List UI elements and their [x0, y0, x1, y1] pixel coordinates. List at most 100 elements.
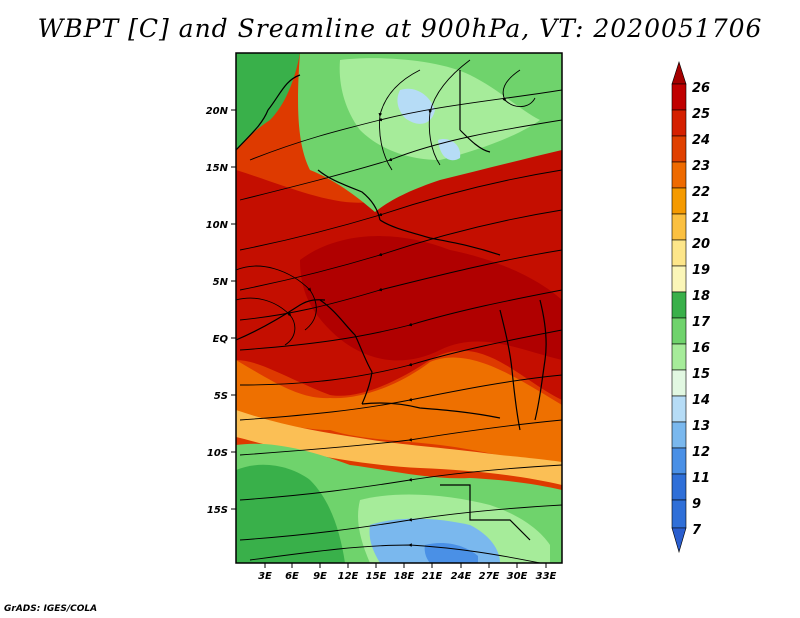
streamline	[428, 59, 471, 166]
lon-label-24e: 24E	[451, 571, 472, 582]
streamline	[502, 69, 536, 107]
colorbar-label: 26	[692, 81, 710, 96]
colorbar-top-arrow	[671, 61, 687, 85]
colorbar-segment-21	[671, 187, 687, 215]
map-frame	[235, 52, 563, 564]
streamline	[239, 209, 562, 291]
colorbar-label: 7	[692, 523, 702, 538]
field-north-17	[236, 53, 300, 150]
field-22-23	[236, 357, 562, 470]
colorbar-segment-18	[671, 265, 687, 293]
field-north-13b	[438, 139, 461, 161]
colorbar-segments	[671, 61, 687, 554]
streamline	[239, 464, 562, 501]
lat-label-5n: 5N	[213, 277, 229, 288]
lat-label-20n: 20N	[206, 106, 229, 117]
colorbar-label: 11	[692, 471, 710, 486]
lat-label-10n: 10N	[206, 220, 229, 231]
lon-label-30e: 30E	[507, 571, 528, 582]
border-southern	[440, 484, 531, 541]
field-19-21	[236, 410, 562, 485]
field-south-11	[424, 543, 478, 563]
colorbar-label: 23	[692, 159, 710, 174]
colorbar-label: 20	[692, 237, 710, 252]
streamline	[378, 69, 421, 171]
colorbar-label: 15	[692, 367, 710, 382]
colorbar-label: 9	[692, 497, 701, 512]
colorbar-segment-12	[671, 421, 687, 449]
latitude-axis: 20N 15N 10N 5N EQ 5S 10S 15S	[206, 106, 236, 516]
colorbar-label: 18	[692, 289, 710, 304]
colorbar-segment-9	[671, 473, 687, 501]
lon-label-3e: 3E	[258, 571, 272, 582]
colorbar-label: 12	[692, 445, 710, 460]
lat-label-15s: 15S	[207, 505, 228, 516]
colorbar-segment-15	[671, 343, 687, 371]
colorbar-segment-13	[671, 395, 687, 423]
colorbar: 26 25 24 23 22 21 20 19 18 17 16 15 14 1…	[671, 61, 711, 554]
streamline	[249, 543, 541, 563]
colorbar-label: 25	[692, 107, 710, 122]
lon-label-15e: 15E	[366, 571, 387, 582]
border-libya-egypt	[459, 70, 491, 153]
lon-label-33e: 33E	[536, 571, 557, 582]
colorbar-segment-19	[671, 239, 687, 267]
field-north-13	[397, 88, 435, 124]
colorbar-label: 22	[692, 185, 710, 200]
grads-credit: GrADS: IGES/COLA	[4, 604, 98, 614]
field-north-15	[339, 58, 540, 160]
border-congo	[319, 299, 373, 405]
colorbar-label: 21	[692, 211, 710, 226]
colorbar-segment-20	[671, 213, 687, 241]
streamline	[239, 504, 562, 541]
streamline	[239, 419, 562, 456]
colorbar-label: 19	[692, 263, 710, 278]
border-angola-drc	[361, 402, 501, 419]
streamline	[239, 374, 562, 421]
colorbar-segment-24	[671, 109, 687, 137]
colorbar-segment-17	[671, 291, 687, 319]
map-title: WBPT [C] and Sreamline at 900hPa, VT: 20…	[37, 14, 763, 43]
colorbar-bottom-arrow	[671, 527, 687, 554]
field-25-26	[300, 236, 562, 361]
country-borders	[236, 70, 547, 541]
lon-label-27e: 27E	[479, 571, 500, 582]
colorbar-segment-25	[671, 83, 687, 111]
colorbar-segment-11	[671, 447, 687, 475]
colorbar-segment-16	[671, 317, 687, 345]
colorbar-label: 13	[692, 419, 710, 434]
lon-label-9e: 9E	[313, 571, 327, 582]
coastline-east	[534, 299, 547, 421]
colorbar-labels: 26 25 24 23 22 21 20 19 18 17 16 15 14 1…	[692, 81, 711, 538]
lon-label-18e: 18E	[394, 571, 415, 582]
wbpt-field	[236, 53, 562, 563]
colorbar-segment-23	[671, 135, 687, 163]
lat-label-eq: EQ	[213, 334, 229, 345]
border-rift-lakes	[499, 309, 521, 431]
lon-label-6e: 6E	[285, 571, 299, 582]
lat-label-10s: 10S	[207, 448, 228, 459]
streamlines	[236, 59, 562, 563]
lat-label-5s: 5S	[214, 391, 228, 402]
colorbar-segment-22	[671, 161, 687, 189]
lon-label-12e: 12E	[338, 571, 359, 582]
streamline	[236, 297, 296, 346]
lat-label-15n: 15N	[206, 163, 229, 174]
colorbar-label: 16	[692, 341, 710, 356]
streamline	[239, 329, 562, 386]
border-niger-chad	[317, 169, 381, 221]
coastline-northwest	[236, 74, 301, 151]
streamline	[239, 119, 562, 201]
streamline	[239, 289, 562, 351]
streamline	[249, 89, 562, 161]
colorbar-label: 14	[692, 393, 710, 408]
colorbar-segment-14	[671, 369, 687, 397]
border-car	[379, 219, 501, 256]
lon-label-21e: 21E	[422, 571, 443, 582]
coastline-gulf-guinea	[236, 299, 326, 341]
streamline	[239, 169, 562, 251]
streamline	[239, 249, 562, 321]
colorbar-label: 24	[692, 133, 710, 148]
longitude-axis: 3E 6E 9E 12E 15E 18E 21E 24E 27E 30E 33E	[258, 563, 557, 582]
